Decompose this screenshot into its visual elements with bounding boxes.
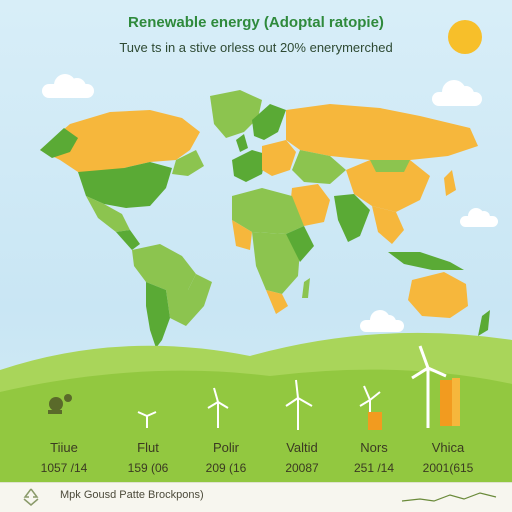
stat-item: Tiiue 1057 /14 <box>24 440 104 475</box>
bar-chart-icon <box>368 412 382 430</box>
region-central-asia <box>292 150 346 184</box>
recycle-icon <box>23 488 39 506</box>
wind-turbine-icon <box>207 387 229 428</box>
region-europe-central <box>262 140 296 176</box>
stat-label: Flut <box>137 440 159 455</box>
stat-value: 209 (16 <box>205 461 247 475</box>
cloud-icon <box>432 80 482 106</box>
region-central-america <box>116 230 140 250</box>
region-central-africa <box>252 232 300 294</box>
region-middle-east <box>290 184 330 226</box>
stat-item: Valtid 20087 <box>262 440 342 475</box>
stat-item: Polir 209 (16 <box>186 440 266 475</box>
stat-value: 251 /14 <box>353 461 395 475</box>
hill-front <box>0 369 512 482</box>
region-madagascar <box>302 278 310 298</box>
region-greenland <box>210 90 262 138</box>
region-southern-africa <box>266 290 288 314</box>
stat-item: Vhica 2001(615 <box>408 440 488 475</box>
stat-label: Valtid <box>286 440 318 455</box>
region-canada-east <box>172 150 204 176</box>
region-australia <box>408 272 468 318</box>
region-canada <box>40 110 200 176</box>
region-new-zealand <box>478 310 490 336</box>
region-russia <box>286 104 478 160</box>
region-uk <box>236 134 248 152</box>
sun-icon <box>448 20 482 54</box>
region-mexico <box>86 196 130 232</box>
region-china <box>346 160 430 212</box>
region-southeast-asia <box>372 206 404 244</box>
stat-item: Flut 159 (06 <box>108 440 188 475</box>
page-subtitle: Tuve ts in a stive orless out 20% enerym… <box>119 40 393 55</box>
region-east-africa <box>286 226 314 262</box>
region-west-africa <box>232 220 252 250</box>
stat-value: 20087 <box>285 461 319 475</box>
region-south-america-north <box>132 244 196 290</box>
cloud-icon <box>460 208 498 227</box>
footer-text: Mpk Gousd Patte Brockpons) <box>60 489 204 501</box>
wind-turbine-icon <box>411 345 447 428</box>
region-europe-west <box>232 150 266 182</box>
region-north-africa <box>232 188 304 234</box>
stat-label: Vhica <box>431 440 465 455</box>
region-brazil <box>166 274 212 326</box>
region-japan <box>444 170 456 196</box>
region-alaska <box>40 128 78 158</box>
region-usa <box>78 162 172 208</box>
region-south-america-south <box>146 282 170 348</box>
cloud-icon <box>360 310 404 332</box>
page-title: Renewable energy (Adoptal ratopie) <box>128 14 384 31</box>
cloud-icon <box>42 74 94 98</box>
stat-label: Nors <box>360 440 388 455</box>
stat-value: 1057 /14 <box>40 461 88 475</box>
stat-value: 159 (06 <box>127 461 169 475</box>
wind-turbine-icon <box>285 379 313 430</box>
stat-item: Nors 251 /14 <box>334 440 414 475</box>
wind-turbine-icon <box>137 411 157 428</box>
region-india <box>334 194 370 242</box>
region-indonesia <box>388 252 464 270</box>
region-scandinavia <box>252 104 286 140</box>
stat-value: 2001(615 <box>422 461 474 475</box>
stat-label: Polir <box>212 440 239 455</box>
stat-label: Tiiue <box>50 440 78 455</box>
bar-chart-icon <box>452 378 460 426</box>
figure-icon <box>48 394 72 414</box>
region-mongolia <box>370 160 410 172</box>
footer-bar: Mpk Gousd Patte Brockpons) <box>0 482 512 512</box>
sparkline-icon <box>401 492 497 502</box>
